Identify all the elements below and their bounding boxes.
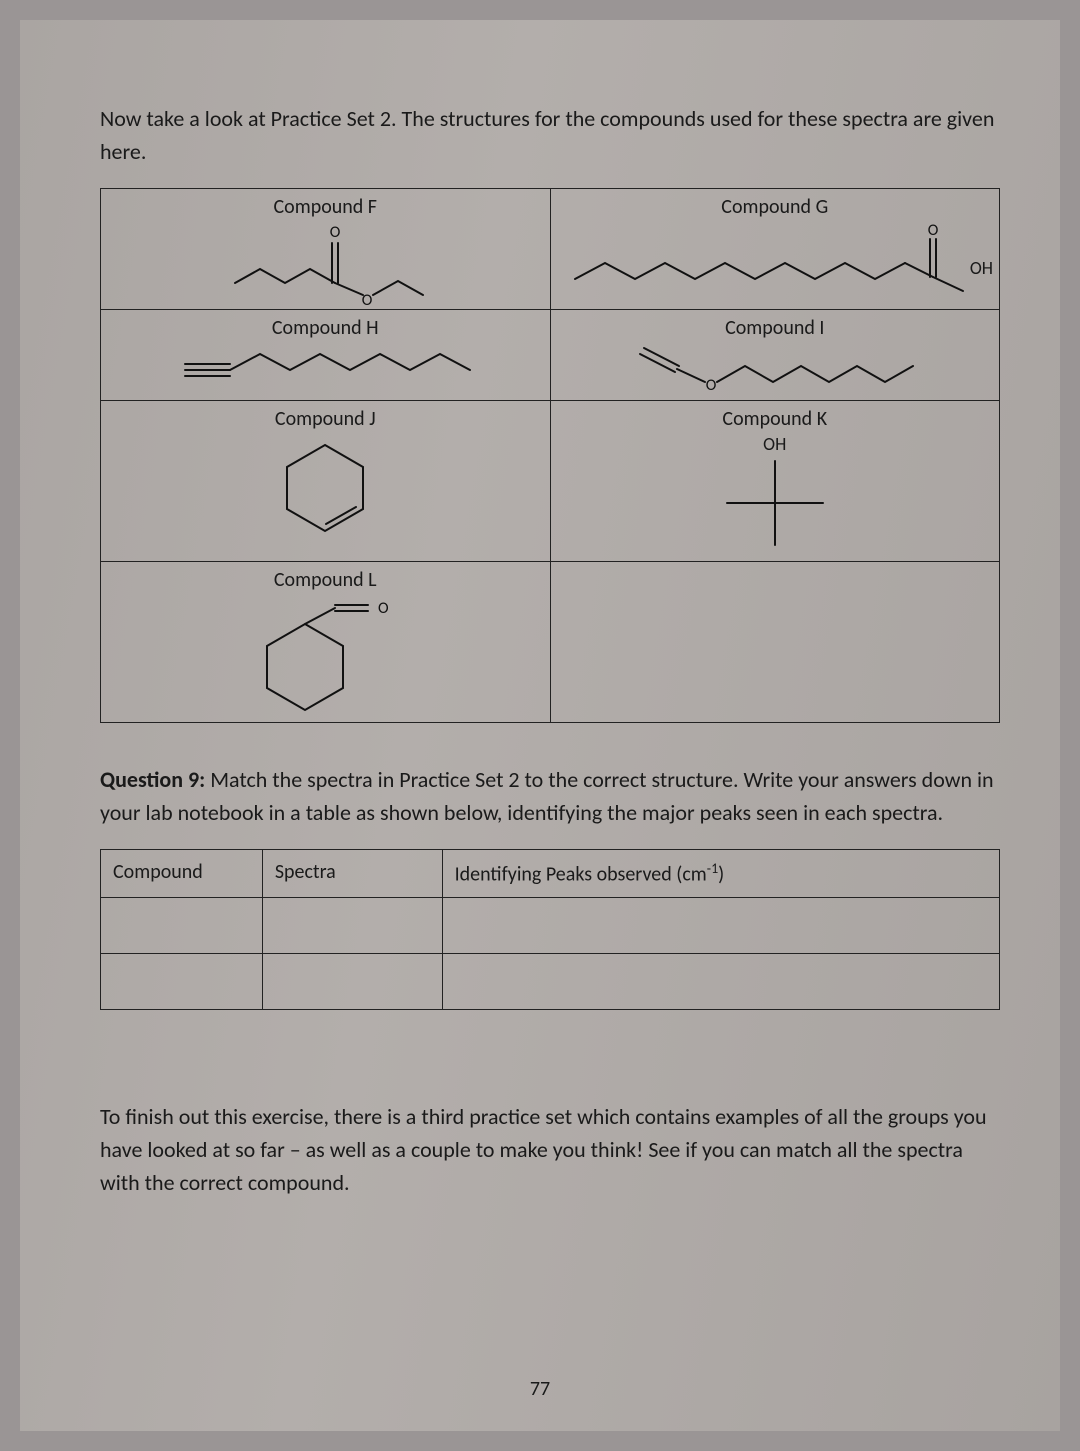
label-compound-g: Compound G	[555, 195, 996, 219]
structure-compound-k	[715, 453, 835, 553]
structure-compound-i: O	[625, 342, 925, 392]
cell-compound-i: Compound I O	[550, 310, 1000, 401]
answer-header-compound: Compound	[101, 850, 263, 898]
label-compound-h: Compound H	[105, 316, 546, 340]
label-compound-f: Compound F	[105, 195, 546, 219]
question-9-text: Question 9: Match the spectra in Practic…	[100, 763, 1000, 829]
label-oh-k: OH	[555, 433, 996, 455]
page-number: 77	[530, 1377, 550, 1401]
cell-empty	[550, 562, 1000, 723]
intro-paragraph: Now take a look at Practice Set 2. The s…	[100, 102, 1000, 168]
cell-compound-f: Compound F O O	[101, 189, 551, 310]
svg-text:O: O	[330, 223, 341, 242]
answer-cell	[101, 953, 263, 1009]
answer-cell	[442, 953, 999, 1009]
answer-cell	[262, 953, 442, 1009]
closing-paragraph: To finish out this exercise, there is a …	[100, 1100, 1000, 1199]
compound-structures-table: Compound F O O	[100, 188, 1000, 723]
cell-compound-l: Compound L O	[101, 562, 551, 723]
label-compound-i: Compound I	[555, 316, 996, 340]
label-compound-l: Compound L	[105, 568, 546, 592]
answer-table: Compound Spectra Identifying Peaks obser…	[100, 849, 1000, 1010]
answer-cell	[442, 897, 999, 953]
structure-compound-h	[175, 342, 475, 392]
answer-header-peaks: Identifying Peaks observed (cm-1)	[442, 850, 999, 898]
answer-cell	[101, 897, 263, 953]
structure-compound-l: O	[250, 594, 400, 714]
cell-compound-g: Compound G O OH	[550, 189, 1000, 310]
cell-compound-k: Compound K OH	[550, 401, 1000, 562]
label-compound-k: Compound K	[555, 407, 996, 431]
page-scan: Now take a look at Practice Set 2. The s…	[20, 20, 1060, 1431]
svg-text:O: O	[362, 291, 373, 310]
question-prefix: Question 9:	[100, 766, 205, 793]
question-body: Match the spectra in Practice Set 2 to t…	[100, 766, 994, 826]
structure-compound-f: O O	[215, 221, 435, 301]
answer-header-spectra: Spectra	[262, 850, 442, 898]
structure-compound-j	[270, 433, 380, 543]
svg-text:O: O	[927, 221, 938, 240]
structure-compound-g: O	[565, 221, 985, 301]
cell-compound-j: Compound J	[101, 401, 551, 562]
svg-text:O: O	[378, 599, 389, 618]
label-compound-j: Compound J	[105, 407, 546, 431]
answer-cell	[262, 897, 442, 953]
label-oh-g: OH	[970, 257, 993, 279]
cell-compound-h: Compound H	[101, 310, 551, 401]
svg-text:O: O	[705, 376, 716, 395]
